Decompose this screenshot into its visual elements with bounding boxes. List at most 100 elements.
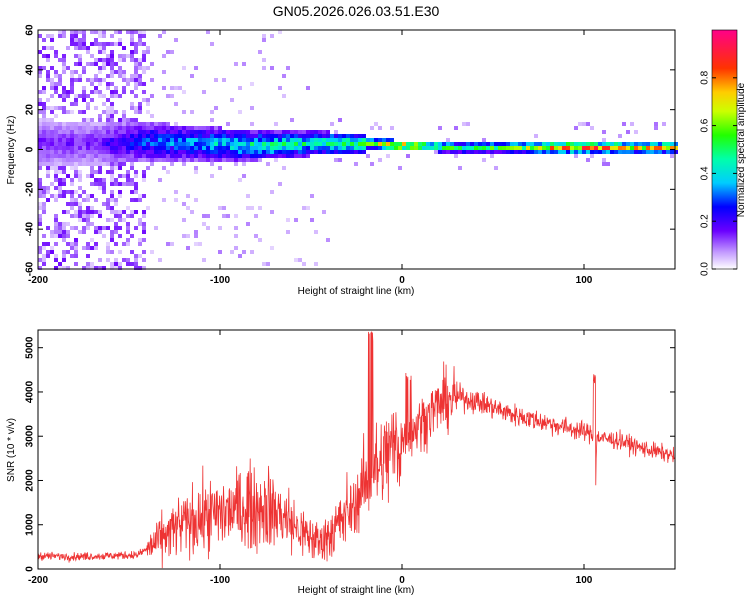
spectrogram-cell: [514, 142, 518, 146]
spectrogram-cell: [278, 86, 282, 90]
spectrogram-cell: [290, 138, 294, 142]
spectrogram-cell: [226, 130, 230, 134]
spectrogram-cell: [482, 158, 486, 162]
colorbar-tick-label: 0.2: [700, 214, 711, 228]
spectrogram-cell: [190, 158, 194, 162]
spectrogram-cell: [114, 134, 118, 138]
spectrogram-cell: [626, 150, 630, 154]
spectrogram-cell: [118, 182, 122, 186]
spectrogram-cell: [74, 210, 78, 214]
spectrogram-cell: [134, 122, 138, 126]
spectrogram-cell: [130, 190, 134, 194]
spectrogram-cell: [146, 98, 150, 102]
spectrogram-cell: [282, 94, 286, 98]
spectrogram-cell: [354, 138, 358, 142]
spectrogram-cell: [170, 126, 174, 130]
spectrogram-cell: [110, 62, 114, 66]
spectrogram-cell: [198, 242, 202, 246]
spectrogram-cell: [110, 66, 114, 70]
spectrogram-cell: [610, 150, 614, 154]
spectrogram-cell: [610, 146, 614, 150]
spectrogram-cell: [54, 130, 58, 134]
spectrogram-cell: [334, 142, 338, 146]
spectrogram-cell: [74, 138, 78, 142]
spectrogram-cell: [470, 150, 474, 154]
spectrogram-cell: [42, 162, 46, 166]
spectrogram-cell: [662, 150, 666, 154]
spectrogram-cell: [534, 150, 538, 154]
spectrogram-cell: [318, 146, 322, 150]
spectrogram-cell: [78, 162, 82, 166]
spectrogram-cell: [438, 146, 442, 150]
spectrogram-cell: [614, 150, 618, 154]
spectrogram-cell: [426, 146, 430, 150]
spectrogram-cell: [102, 78, 106, 82]
spectrogram-cell: [122, 86, 126, 90]
spectrogram-cell: [438, 126, 442, 130]
spectrogram-cell: [370, 126, 374, 130]
spectrogram-cell: [510, 142, 514, 146]
spectrogram-cell: [138, 150, 142, 154]
spectrogram-cell: [262, 130, 266, 134]
spectrogram-y-tick-label: 40: [25, 64, 36, 76]
spectrogram-cell: [82, 34, 86, 38]
spectrogram-cell: [126, 258, 130, 262]
spectrogram-cell: [142, 126, 146, 130]
spectrogram-cell: [94, 198, 98, 202]
spectrogram-cell: [250, 154, 254, 158]
spectrogram-cell: [458, 166, 462, 170]
spectrogram-cell: [258, 142, 262, 146]
spectrogram-cell: [262, 150, 266, 154]
spectrogram-cell: [458, 142, 462, 146]
spectrogram-cell: [110, 238, 114, 242]
spectrogram-cell: [298, 142, 302, 146]
spectrogram-cell: [38, 74, 42, 78]
spectrogram-cell: [110, 122, 114, 126]
spectrogram-cell: [62, 106, 66, 110]
spectrogram-cell: [130, 146, 134, 150]
spectrogram-cell: [90, 210, 94, 214]
spectrogram-cell: [282, 154, 286, 158]
spectrogram-cell: [102, 142, 106, 146]
spectrogram-cell: [134, 110, 138, 114]
spectrogram-cell: [670, 142, 674, 146]
spectrogram-cell: [126, 138, 130, 142]
spectrogram-cell: [602, 158, 606, 162]
spectrogram-cell: [110, 90, 114, 94]
spectrogram-cell: [218, 166, 222, 170]
spectrogram-cell: [110, 190, 114, 194]
spectrogram-cell: [358, 138, 362, 142]
spectrogram-cell: [42, 110, 46, 114]
spectrogram-cell: [86, 218, 90, 222]
spectrogram-cell: [94, 182, 98, 186]
spectrogram-cell: [86, 62, 90, 66]
colorbar-tick-label: 0.8: [700, 70, 711, 84]
spectrogram-cell: [226, 138, 230, 142]
spectrogram-cell: [214, 138, 218, 142]
spectrogram-cell: [234, 62, 238, 66]
spectrogram-cell: [310, 146, 314, 150]
spectrogram-cell: [146, 158, 150, 162]
spectrogram-cell: [74, 198, 78, 202]
spectrogram-cell: [458, 150, 462, 154]
spectrogram-cell: [138, 62, 142, 66]
spectrogram-cell: [94, 74, 98, 78]
spectrogram-cell: [138, 74, 142, 78]
spectrogram-cell: [182, 138, 186, 142]
spectrogram-cell: [74, 142, 78, 146]
spectrogram-cell: [210, 154, 214, 158]
spectrogram-cell: [186, 234, 190, 238]
spectrogram-cell: [114, 150, 118, 154]
spectrogram-cell: [46, 146, 50, 150]
spectrogram-cell: [602, 162, 606, 166]
spectrogram-cell: [318, 130, 322, 134]
spectrogram-cell: [110, 82, 114, 86]
spectrogram-cell: [366, 146, 370, 150]
spectrogram-cell: [302, 262, 306, 266]
spectrogram-cell: [302, 142, 306, 146]
spectrogram-cell: [114, 110, 118, 114]
spectrogram-cell: [446, 146, 450, 150]
spectrogram-cell: [118, 58, 122, 62]
spectrogram-cell: [94, 90, 98, 94]
spectrogram-cell: [562, 150, 566, 154]
